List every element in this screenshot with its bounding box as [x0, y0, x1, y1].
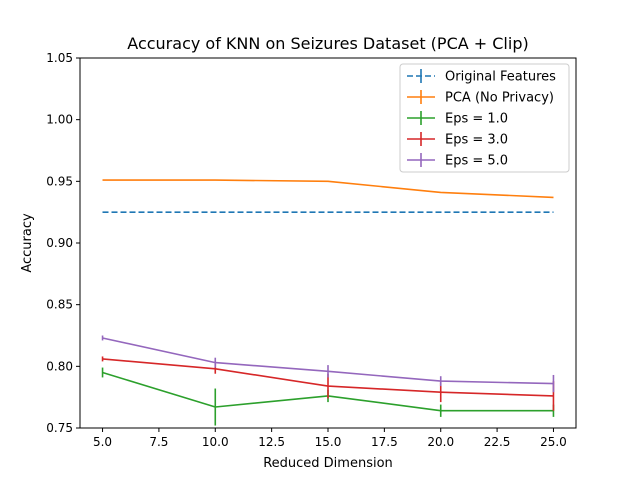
legend: Original Features PCA (No Privacy) Eps = 1…: [399, 63, 570, 173]
x-tick-label: 10.0: [202, 435, 229, 449]
legend-label: PCA (No Privacy): [445, 91, 554, 106]
legend-label: Eps = 3.0: [445, 133, 508, 148]
x-axis-label: Reduced Dimension: [263, 456, 393, 471]
legend-box: [399, 63, 570, 173]
x-tick-label: 22.5: [484, 435, 511, 449]
series-line: [102, 179, 554, 199]
y-tick-label: 0.80: [46, 359, 73, 373]
y-tick-label: 0.85: [46, 298, 73, 312]
y-tick-label: 1.05: [46, 51, 73, 65]
legend-label: Eps = 5.0: [445, 154, 508, 169]
legend-label: Eps = 1.0: [445, 112, 508, 127]
x-tick-label: 20.0: [427, 435, 454, 449]
y-tick-label: 0.95: [46, 174, 73, 188]
x-tick-label: 5.0: [93, 435, 112, 449]
legend-label: Original Features: [445, 70, 556, 85]
x-tick-label: 7.5: [149, 435, 168, 449]
x-tick-label: 25.0: [540, 435, 567, 449]
y-tick-label: 0.90: [46, 236, 73, 250]
y-axis: 0.75 0.80 0.85 0.90 0.95 1.00 1.05: [46, 51, 80, 435]
y-tick-label: 0.75: [46, 421, 73, 435]
x-tick-label: 12.5: [258, 435, 285, 449]
x-axis: 5.0 7.5 10.0 12.5 15.0 17.5 20.0 22.5 25.0: [93, 428, 567, 449]
x-tick-label: 17.5: [371, 435, 398, 449]
y-tick-label: 1.00: [46, 113, 73, 127]
x-tick-label: 15.0: [315, 435, 342, 449]
y-axis-label: Accuracy: [20, 213, 35, 273]
chart-title: Accuracy of KNN on Seizures Dataset (PCA…: [127, 34, 528, 53]
